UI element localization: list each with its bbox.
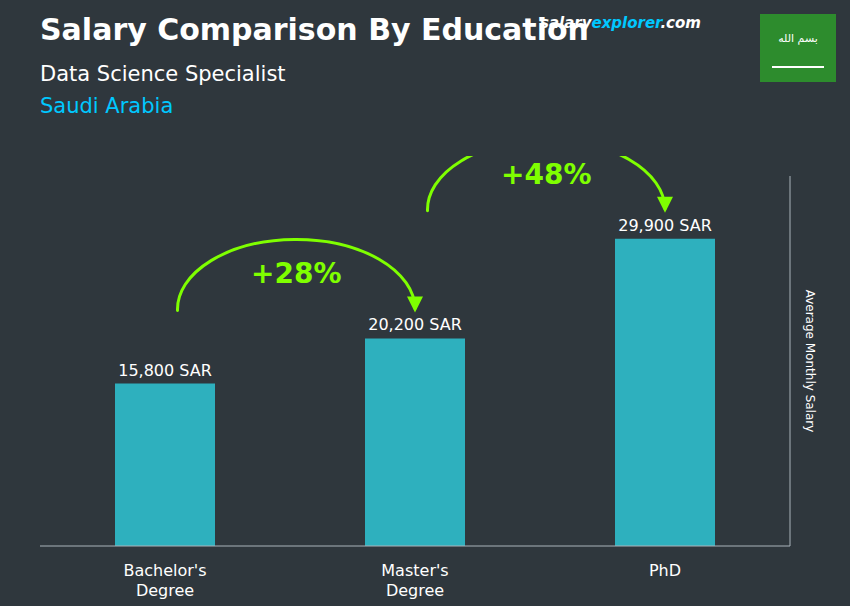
svg-text:+28%: +28%: [251, 257, 341, 290]
html-text:بسم الله: بسم الله: [778, 32, 818, 45]
html-text:Data Science Specialist: Data Science Specialist: [40, 62, 286, 86]
svg-text:Bachelor'sDegree: Bachelor'sDegree: [123, 561, 206, 599]
svg-text:20,200 SAR: 20,200 SAR: [368, 315, 462, 334]
svg-text:Master'sDegree: Master'sDegree: [381, 561, 448, 599]
html-text:Salary Comparison By Education: Salary Comparison By Education: [40, 12, 589, 47]
html-text:Saudi Arabia: Saudi Arabia: [40, 94, 174, 118]
svg-text:PhD: PhD: [649, 561, 681, 580]
svg-text:+48%: +48%: [501, 158, 591, 191]
svg-text:29,900 SAR: 29,900 SAR: [618, 216, 712, 235]
svg-text:Average Monthly Salary: Average Monthly Salary: [803, 290, 817, 433]
svg-text:15,800 SAR: 15,800 SAR: [118, 361, 212, 380]
html-text:salary explorer.com: salary explorer.com: [540, 14, 701, 32]
